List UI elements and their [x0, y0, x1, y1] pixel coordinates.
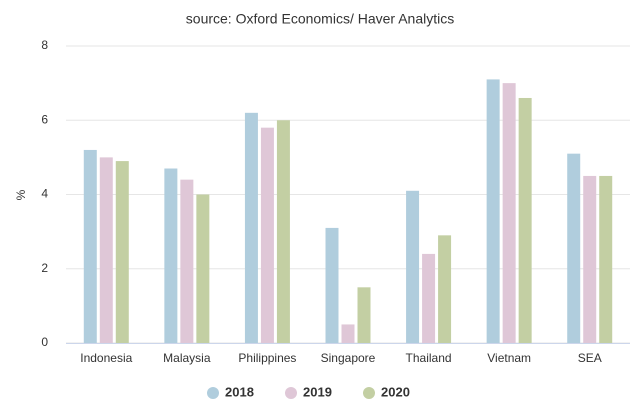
x-tick-label: Philippines	[238, 351, 296, 365]
x-tick-label: Thailand	[406, 351, 452, 365]
bar	[196, 194, 210, 343]
bar	[164, 168, 178, 343]
bar	[406, 190, 420, 343]
bar	[502, 83, 516, 343]
bar	[438, 235, 452, 343]
y-tick-label: 6	[41, 112, 48, 126]
legend-label: 2018	[225, 384, 254, 399]
x-tick-label: SEA	[578, 351, 602, 365]
y-tick-label: 0	[41, 335, 48, 349]
legend-label: 2019	[303, 384, 332, 399]
x-tick-label: Malaysia	[163, 351, 211, 365]
bar	[422, 253, 436, 343]
bar	[518, 97, 532, 343]
x-tick-label: Vietnam	[487, 351, 531, 365]
legend-marker	[363, 387, 375, 399]
y-tick-label: 4	[41, 187, 48, 201]
y-tick-label: 8	[41, 38, 48, 52]
bar	[244, 112, 258, 343]
y-axis-label: %	[14, 189, 28, 200]
bar	[486, 79, 500, 343]
bar	[567, 153, 581, 343]
bar	[357, 287, 371, 343]
bar	[99, 157, 113, 343]
bar	[583, 175, 597, 343]
legend-marker	[285, 387, 297, 399]
bar	[341, 324, 355, 343]
bar	[180, 179, 194, 343]
x-tick-label: Singapore	[321, 351, 376, 365]
bar	[276, 120, 290, 343]
x-tick-label: Indonesia	[80, 351, 132, 365]
bar	[115, 161, 129, 343]
legend-label: 2020	[381, 384, 410, 399]
chart-title: source: Oxford Economics/ Haver Analytic…	[186, 11, 454, 27]
bar	[83, 149, 97, 343]
legend-marker	[207, 387, 219, 399]
bar	[325, 227, 339, 343]
bar	[599, 175, 613, 343]
bar	[260, 127, 274, 343]
y-tick-label: 2	[41, 261, 48, 275]
